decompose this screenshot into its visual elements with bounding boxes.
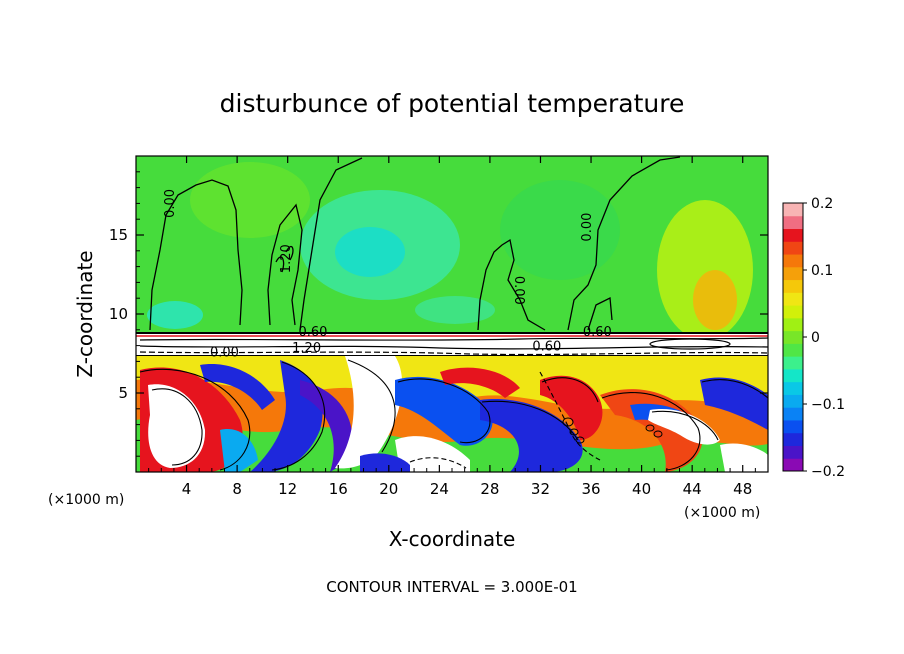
contour-label: 0.00 [210, 346, 239, 361]
colorbar-segment [783, 356, 803, 370]
colorbar-tick-label: 0.2 [811, 196, 833, 212]
x-tick-label: 20 [379, 480, 398, 498]
cyan-patch [147, 301, 203, 329]
colorbar-tick-label: 0 [811, 330, 820, 346]
contour-line [275, 256, 285, 273]
colorbar-segment [783, 279, 803, 293]
x-tick-label: 44 [683, 480, 702, 498]
contour-line [139, 345, 768, 350]
colorbar-segment [783, 317, 803, 332]
contour-label: 1.20 [292, 341, 321, 356]
contour-label: 1.20 [279, 244, 294, 273]
colorbar-segment [783, 343, 803, 357]
colorbar-tick-label: −0.1 [811, 397, 845, 413]
colorbar-segment [783, 228, 803, 242]
contour-line [587, 296, 613, 331]
contour-line [267, 203, 303, 326]
colorbar-tick-label: −0.2 [811, 464, 845, 480]
upper-contours [149, 156, 681, 331]
colorbar-segment [783, 419, 803, 434]
turbulent-region [136, 356, 768, 472]
contour-labels: 0.00 1.20 0.00 0.00 0.60 0.60 0.60 0.00 1.20 [163, 189, 612, 361]
x-tick-label: 24 [430, 480, 449, 498]
y-tick-label: 5 [118, 384, 128, 402]
x-tick-label: 28 [480, 480, 499, 498]
colorbar-segment [783, 215, 803, 230]
contour-label: 0.60 [298, 325, 327, 340]
contour-line [149, 179, 243, 331]
contour-label: 0.00 [580, 213, 595, 242]
x-tick-label: 36 [581, 480, 600, 498]
y-tick-label: 15 [109, 226, 128, 244]
colorbar-segment [783, 394, 803, 408]
orange-blob [693, 270, 737, 330]
contour-label: 0.00 [511, 276, 526, 305]
colorbar-segment [783, 266, 803, 281]
light-green-blob [190, 162, 310, 238]
chart-title: disturbunce of potential temperature [220, 89, 685, 118]
colorbar-segment [783, 381, 803, 395]
colorbar-segment [783, 203, 803, 217]
colorbar-segment [783, 407, 803, 421]
colorbar-segment [783, 254, 803, 268]
colorbar-segment [783, 305, 803, 319]
x-tick-label: 4 [182, 480, 192, 498]
x-tick-label: 12 [278, 480, 297, 498]
x-tick-label: 16 [329, 480, 348, 498]
colorbar-segment [783, 432, 803, 446]
x-tick-label: 32 [531, 480, 550, 498]
cyan-patch [415, 296, 495, 324]
x-tick-label: 40 [632, 480, 651, 498]
contour-interval-note: CONTOUR INTERVAL = 3.000E-01 [326, 578, 577, 596]
contour-label: 0.60 [532, 339, 561, 354]
green-blob [500, 180, 620, 280]
y-axis-label: Z-coordinate [73, 250, 97, 377]
contour-label: 0.00 [163, 189, 178, 218]
colorbar-segment [783, 241, 803, 255]
y-axis-ticks: 5 10 15 [109, 171, 768, 457]
y-tick-label: 10 [109, 305, 128, 323]
x-axis-unit-left: (×1000 m) [48, 492, 124, 508]
colorbar-segment [783, 445, 803, 459]
colorbar-segment [783, 368, 803, 383]
plot-area: 0.00 1.20 0.00 0.00 0.60 0.60 0.60 0.00 1.20 [136, 156, 768, 472]
contour-line [477, 238, 546, 331]
contour-line [139, 351, 768, 356]
contour-label: 0.60 [583, 325, 612, 340]
x-axis-label: X-coordinate [389, 527, 516, 551]
x-tick-label: 8 [232, 480, 242, 498]
cyan-blob-core [335, 227, 405, 277]
contour-line [299, 157, 363, 331]
colorbar-segment [783, 330, 803, 344]
contour-line [567, 156, 681, 331]
colorbar-ticks: 0.2 0.1 0 −0.1 −0.2 [803, 196, 845, 480]
x-axis-unit-right: (×1000 m) [684, 505, 760, 521]
colorbar [783, 203, 803, 472]
colorbar-segment [783, 292, 803, 306]
colorbar-segment [783, 458, 803, 472]
contour-line [285, 245, 294, 261]
colorbar-tick-label: 0.1 [811, 263, 833, 279]
x-axis-ticks: 4 8 12 16 20 24 28 32 36 40 44 48 [148, 156, 756, 498]
x-tick-label: 48 [733, 480, 752, 498]
